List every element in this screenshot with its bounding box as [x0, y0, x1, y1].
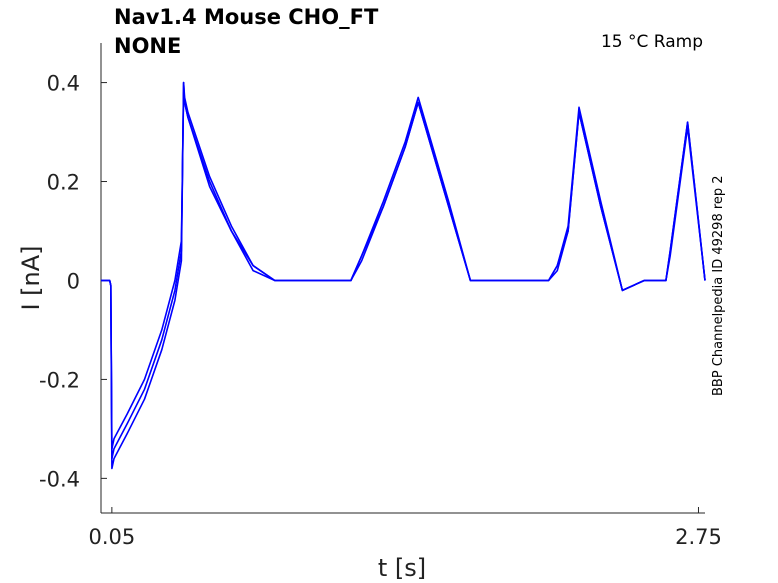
axis-ticks: -0.4 -0.2 0 0.2 0.4 0.05 2.75 [39, 72, 722, 549]
y-tick-label: 0.4 [47, 72, 80, 96]
current-trace-2 [101, 81, 706, 460]
x-tick-label: 2.75 [675, 525, 722, 549]
y-axis-label: I [nA] [17, 245, 45, 310]
source-id-label: BBP Channelpedia ID 49298 rep 2 [711, 175, 726, 396]
x-axis-label: t [s] [378, 554, 426, 582]
chart-title-line1: Nav1.4 Mouse CHO_FT [114, 5, 379, 29]
current-traces [101, 81, 706, 470]
y-tick-label: 0 [67, 269, 80, 293]
y-tick-label: -0.4 [39, 467, 80, 491]
y-tick-label: -0.2 [39, 368, 80, 392]
temperature-protocol-label: 15 °C Ramp [601, 32, 703, 52]
x-tick-label: 0.05 [88, 525, 135, 549]
current-trace-3 [101, 81, 706, 470]
chart-title-line2: NONE [114, 34, 181, 58]
y-tick-label: 0.2 [47, 171, 80, 195]
